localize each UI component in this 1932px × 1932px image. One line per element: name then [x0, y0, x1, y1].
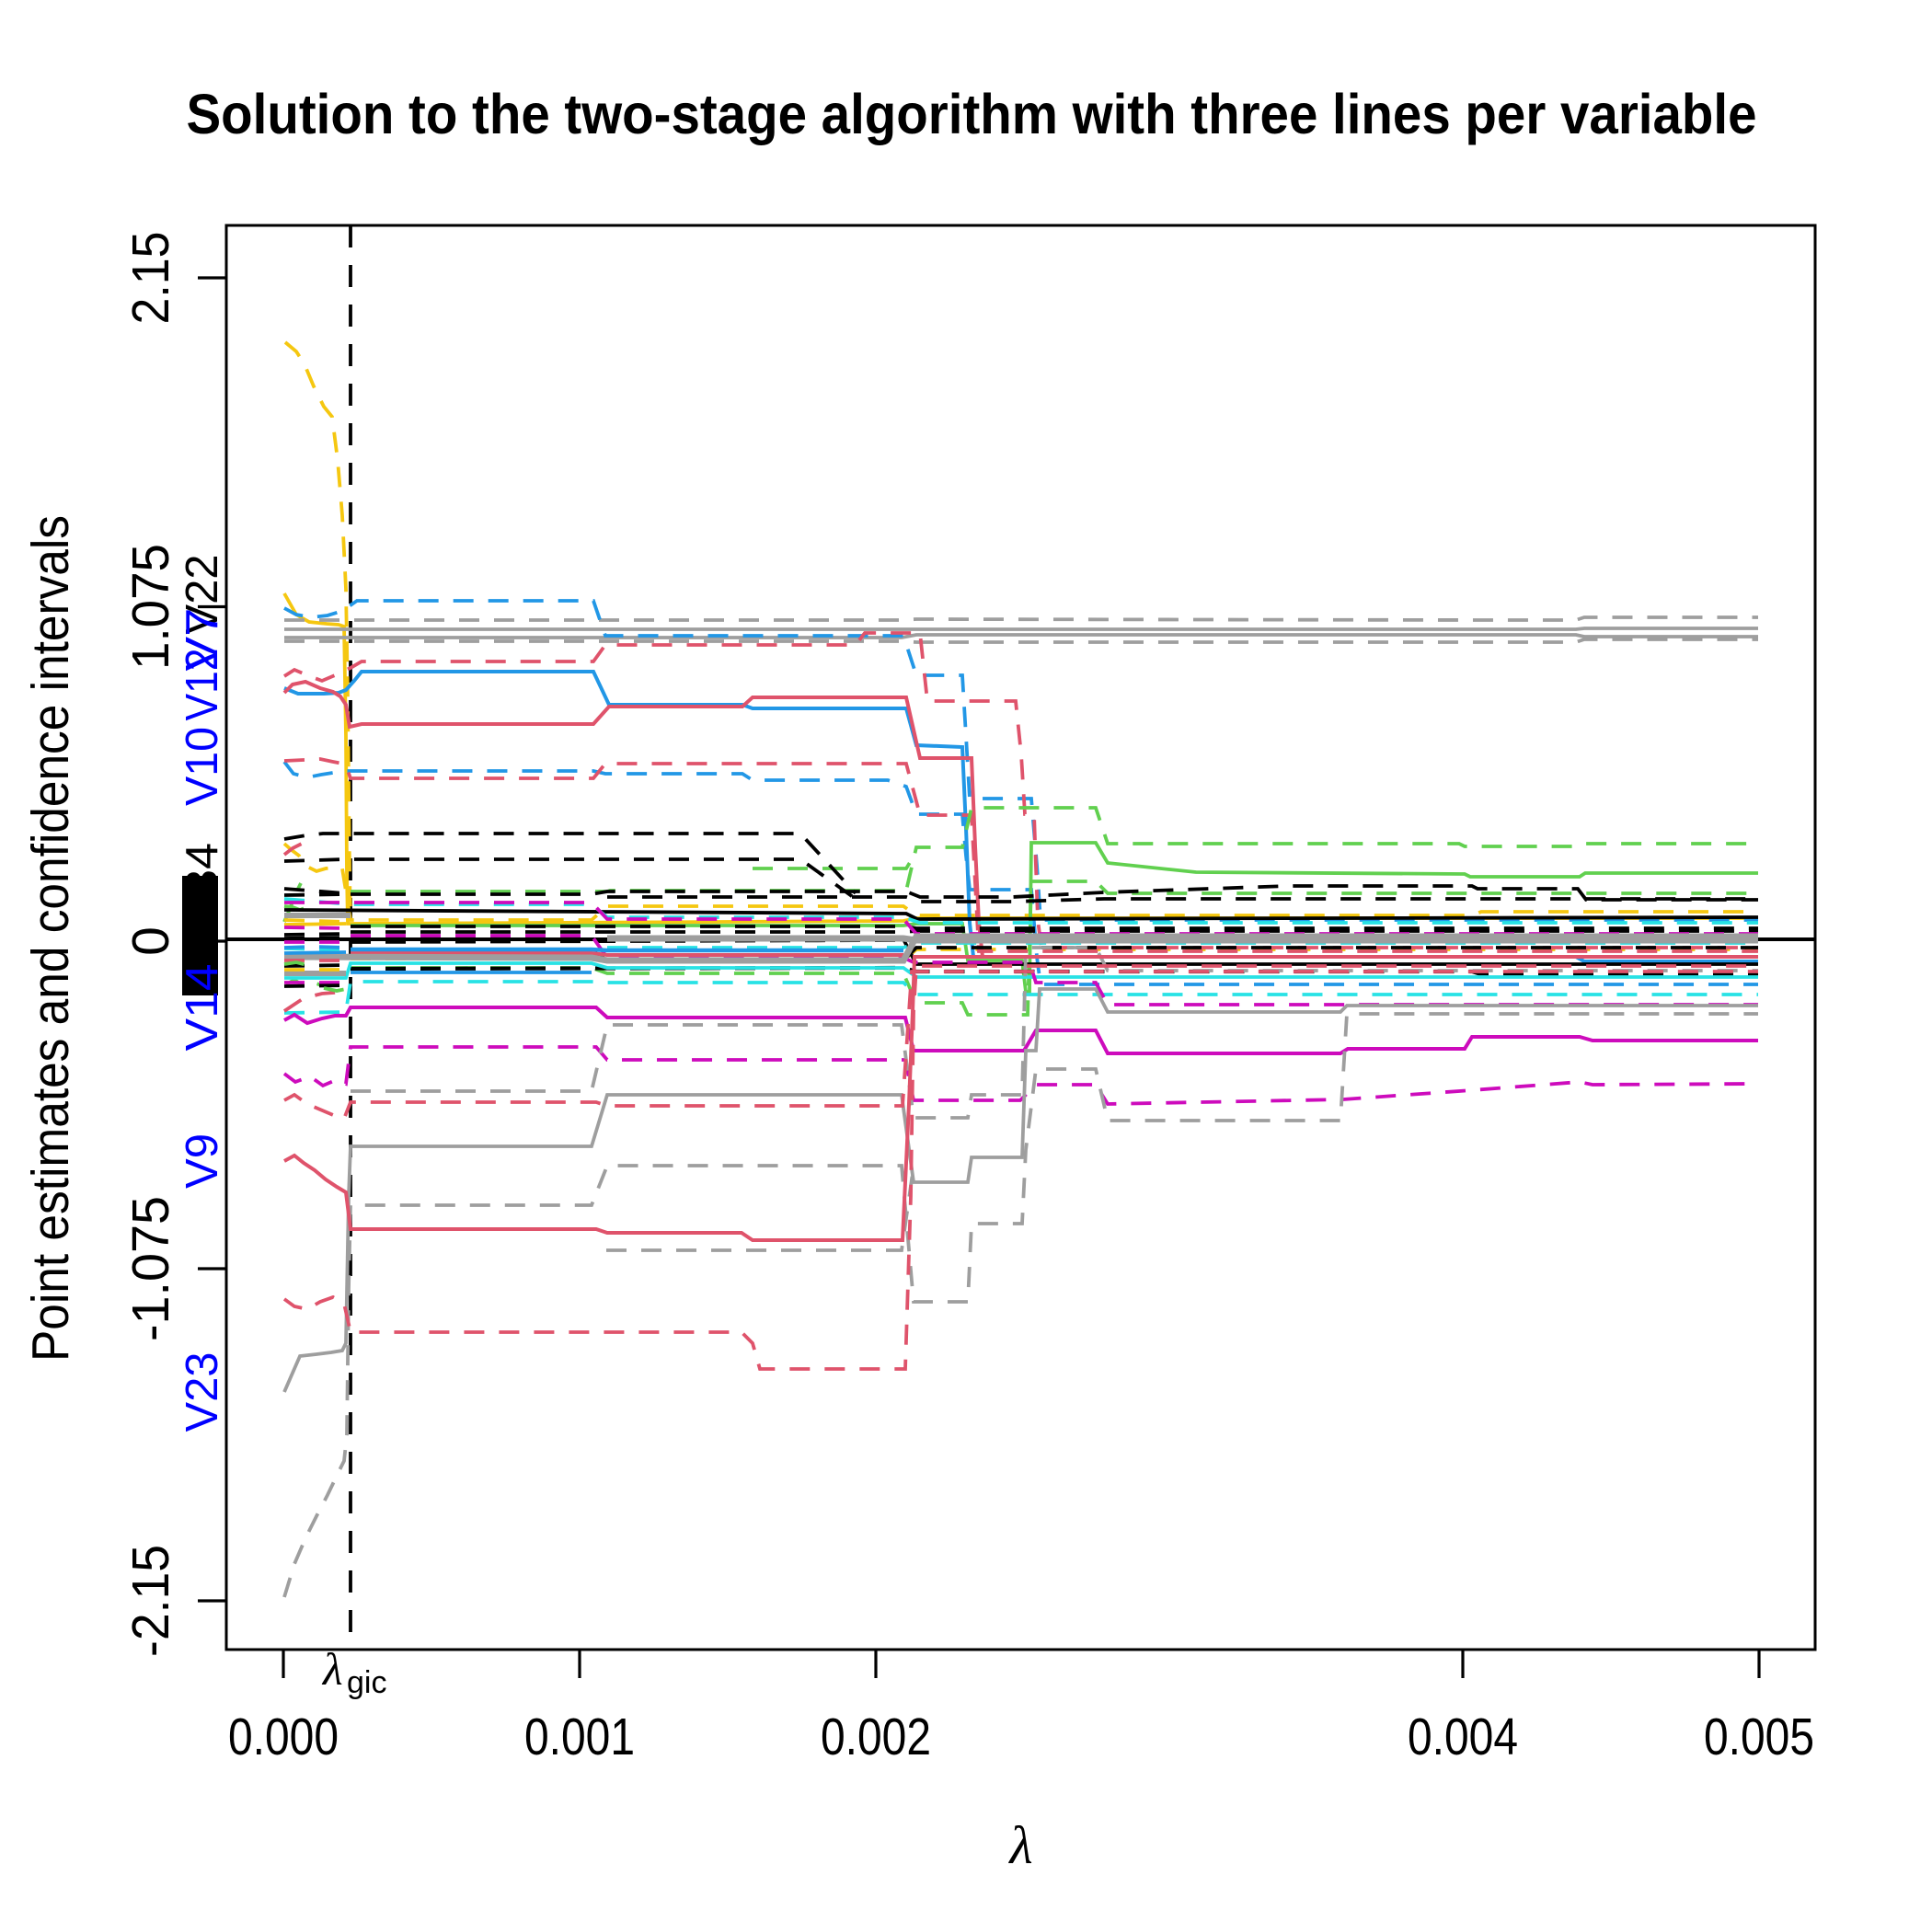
svg-text:V23: V23 — [178, 1352, 227, 1432]
svg-text:V10: V10 — [178, 727, 227, 806]
svg-text:V22: V22 — [178, 555, 227, 635]
svg-text:V9: V9 — [178, 1133, 227, 1189]
svg-text:0: 0 — [121, 926, 180, 956]
svg-text:0.004: 0.004 — [1408, 1708, 1518, 1766]
svg-text:0.002: 0.002 — [821, 1708, 931, 1766]
svg-text:-1.075: -1.075 — [121, 1196, 180, 1341]
svg-text:1.075: 1.075 — [121, 544, 180, 670]
svg-text:34: 34 — [178, 843, 227, 896]
svg-text:-2.15: -2.15 — [121, 1545, 180, 1657]
svg-text:0.000: 0.000 — [228, 1708, 339, 1766]
svg-text:Point estimates and confidence: Point estimates and confidence intervals — [21, 515, 80, 1362]
svg-text:2.15: 2.15 — [121, 232, 180, 325]
svg-text:V7: V7 — [178, 608, 227, 672]
svg-text:0.001: 0.001 — [524, 1708, 635, 1766]
svg-text:V14: V14 — [178, 964, 227, 1052]
svg-text:V12: V12 — [178, 649, 227, 721]
svg-text:λ: λ — [1007, 1815, 1032, 1875]
svg-text:Solution to the two-stage algo: Solution to the two-stage algorithm with… — [187, 83, 1757, 145]
svg-text:λ: λ — [321, 1643, 343, 1695]
svg-text:gic: gic — [347, 1665, 386, 1700]
svg-text:0.005: 0.005 — [1704, 1708, 1814, 1766]
